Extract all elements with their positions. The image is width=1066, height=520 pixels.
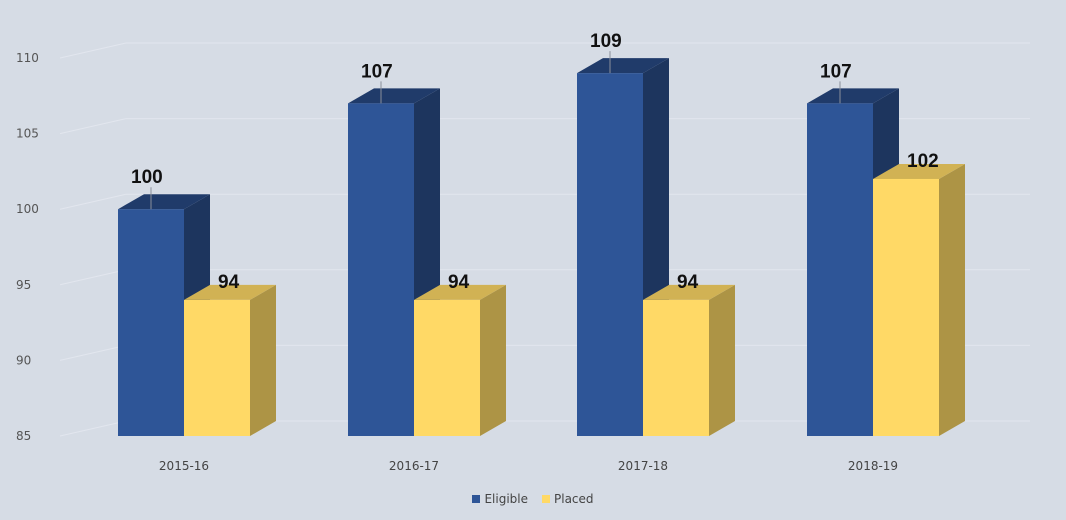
legend-label-placed: Placed [554, 492, 594, 506]
x-tick-label-0: 2015-16 [159, 459, 209, 473]
bar-placed-2015-16 [184, 299, 250, 436]
data-label-placed-2016-17: 94 [448, 272, 470, 293]
bar-top-eligible-2015-16 [118, 194, 210, 210]
data-label-placed-2017-18: 94 [677, 272, 699, 293]
legend-item-eligible: Eligible [472, 492, 528, 506]
gridline-side-0 [59, 420, 127, 437]
gridline-side-3 [59, 193, 127, 210]
data-label-placed-2015-16: 94 [218, 272, 240, 293]
bar-top-eligible-2016-17 [348, 88, 440, 104]
gridline-side-5 [59, 42, 127, 59]
bar-placed-2018-19 [873, 178, 939, 436]
bar-eligible-2016-17 [348, 103, 414, 437]
bar-top-eligible-2017-18 [577, 58, 669, 74]
bar-side-placed-2016-17 [480, 284, 506, 436]
y-tick-label-4: 105 [16, 127, 39, 141]
legend-swatch-eligible [472, 495, 481, 503]
y-tick-label-3: 100 [16, 202, 39, 216]
data-label-eligible-2018-19: 107 [820, 61, 852, 82]
bar-placed-2016-17 [414, 299, 480, 436]
data-label-eligible-2016-17: 107 [361, 61, 393, 82]
data-label-eligible-2017-18: 109 [590, 31, 622, 52]
legend-swatch-placed [542, 495, 550, 503]
gridline-side-2 [59, 269, 127, 286]
gridline-side-1 [59, 344, 127, 361]
data-label-eligible-2015-16: 100 [131, 167, 163, 188]
bar-top-placed-2015-16 [184, 284, 276, 300]
x-tick-label-2: 2017-18 [618, 459, 668, 473]
bar-eligible-2017-18 [577, 73, 643, 437]
bar-eligible-2015-16 [118, 209, 184, 436]
y-tick-label-0: 85 [16, 429, 31, 443]
bar-top-eligible-2018-19 [807, 88, 899, 104]
gridline-side-4 [59, 118, 127, 135]
y-tick-label-2: 95 [16, 278, 31, 292]
bar-eligible-2018-19 [807, 103, 873, 437]
y-tick-label-1: 90 [16, 353, 31, 367]
bar-side-placed-2015-16 [250, 284, 276, 436]
bar-side-placed-2017-18 [709, 284, 735, 436]
legend-item-placed: Placed [542, 492, 594, 506]
legend-label-eligible: Eligible [484, 492, 528, 506]
bar-side-placed-2018-19 [939, 163, 965, 436]
data-label-placed-2018-19: 102 [907, 151, 939, 172]
legend: Eligible Placed [0, 492, 1066, 506]
bar-top-placed-2018-19 [873, 163, 965, 179]
x-tick-label-3: 2018-19 [848, 459, 898, 473]
bar-top-placed-2016-17 [414, 284, 506, 300]
x-tick-label-1: 2016-17 [389, 459, 439, 473]
y-tick-label-5: 110 [16, 51, 39, 65]
bar-top-placed-2017-18 [643, 284, 735, 300]
bar-placed-2017-18 [643, 299, 709, 436]
